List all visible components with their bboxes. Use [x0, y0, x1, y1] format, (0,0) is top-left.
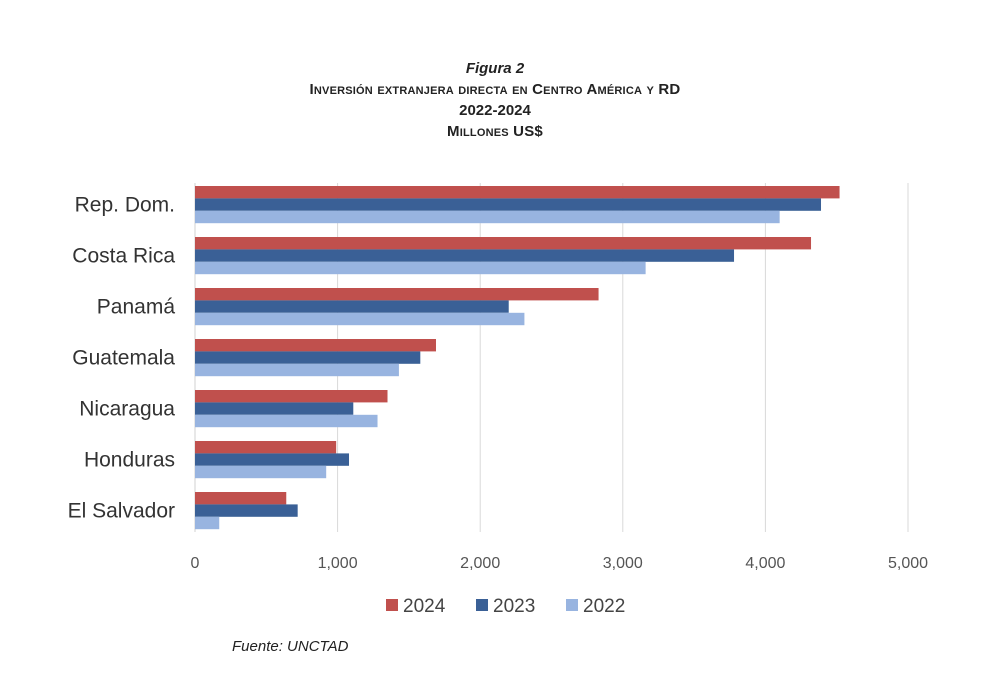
- bar-2022: [195, 516, 220, 530]
- category-label: Rep. Dom.: [75, 194, 175, 217]
- legend-label-2022: 2022: [583, 596, 625, 617]
- bar-2024: [195, 441, 337, 454]
- category-label: Costa Rica: [72, 245, 175, 268]
- legend-swatch-2023: [476, 599, 488, 611]
- bars: [195, 186, 840, 530]
- chart-title-block: Figura 2 Inversión extranjera directa en…: [0, 58, 990, 142]
- bar-2022: [195, 363, 399, 377]
- legend-swatch-2022: [566, 599, 578, 611]
- source-note: Fuente: UNCTAD: [232, 638, 349, 655]
- category-label: Honduras: [84, 449, 175, 472]
- chart-period: 2022-2024: [459, 102, 531, 119]
- legend: 2024 2023 2022: [386, 596, 625, 617]
- category-label: Guatemala: [72, 347, 175, 370]
- category-labels: Rep. Dom. Costa Rica Panamá Guatemala Nicara…: [68, 194, 176, 523]
- bar-2022: [195, 261, 646, 275]
- bar-2023: [195, 504, 298, 517]
- legend-swatch-2024: [386, 599, 398, 611]
- bar-2024: [195, 288, 599, 301]
- x-tick-label: 0: [191, 555, 200, 572]
- chart-title: Inversión extranjera directa en Centro A…: [309, 81, 681, 98]
- bar-2023: [195, 453, 350, 466]
- bar-2024: [195, 237, 812, 250]
- bar-2023: [195, 402, 354, 415]
- figure-number: Figura 2: [465, 60, 525, 77]
- x-tick-label: 5,000: [888, 555, 928, 572]
- bar-2024: [195, 390, 388, 403]
- category-label: Panamá: [97, 296, 176, 319]
- legend-label-2024: 2024: [403, 596, 446, 617]
- legend-label-2023: 2023: [493, 596, 535, 617]
- bar-2024: [195, 492, 287, 505]
- bar-2022: [195, 210, 780, 224]
- category-label: Nicaragua: [79, 398, 175, 421]
- x-tick-label: 1,000: [318, 555, 358, 572]
- bar-2022: [195, 465, 327, 479]
- bar-2023: [195, 351, 421, 364]
- bar-2022: [195, 312, 525, 326]
- bar-2023: [195, 198, 822, 211]
- bar-2024: [195, 339, 436, 352]
- bar-2022: [195, 414, 378, 428]
- chart-units: Millones US$: [447, 123, 543, 140]
- x-tick-label: 3,000: [603, 555, 643, 572]
- x-tick-label: 2,000: [460, 555, 500, 572]
- bar-2023: [195, 300, 509, 313]
- x-tick-label: 4,000: [745, 555, 785, 572]
- bar-2023: [195, 249, 735, 262]
- x-axis-tick-labels: 0 1,000 2,000 3,000 4,000 5,000: [191, 555, 929, 572]
- category-label: El Salvador: [68, 500, 175, 523]
- bar-2024: [195, 186, 840, 199]
